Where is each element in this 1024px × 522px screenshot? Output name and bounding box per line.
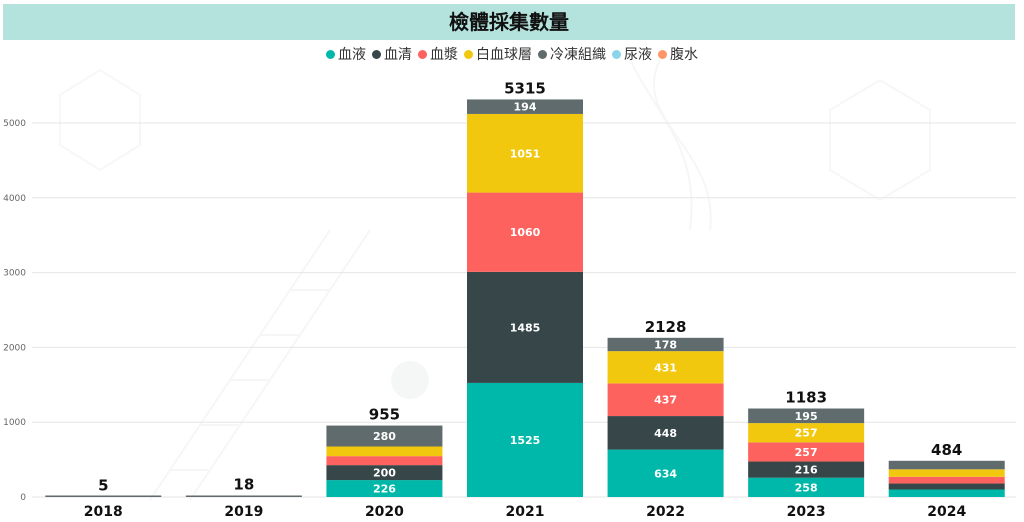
- legend-label: 血漿: [430, 47, 458, 63]
- chart-title: 檢體採集數量: [449, 10, 569, 34]
- bar-segment: [326, 425, 443, 447]
- bar-segment: [748, 442, 865, 462]
- bar-segment: [748, 408, 865, 424]
- total-label: 484: [931, 441, 962, 459]
- legend-item[interactable]: 血液: [326, 44, 366, 64]
- y-tick-label: 0: [20, 493, 26, 503]
- title-bar: 檢體採集數量: [3, 4, 1015, 40]
- legend-label: 血清: [384, 47, 412, 63]
- data-label: 216: [795, 464, 818, 477]
- bar-segment: [326, 480, 443, 497]
- legend-item[interactable]: 血漿: [418, 44, 458, 64]
- legend-label: 腹水: [670, 47, 698, 63]
- bar-segment: [467, 192, 583, 272]
- bar-segment: [607, 337, 724, 352]
- bar-segment: [326, 456, 443, 466]
- data-label: 194: [514, 101, 537, 114]
- x-tick-label: 2018: [84, 504, 123, 520]
- legend-swatch: [612, 50, 621, 59]
- bar-segment: [185, 495, 302, 497]
- legend-item[interactable]: 血清: [372, 44, 412, 64]
- data-label: 634: [654, 467, 677, 480]
- legend: 血液 血清 血漿 白血球層 冷凍組織 尿液 腹水: [0, 44, 1024, 64]
- bar-segment: [888, 476, 1005, 484]
- data-label: 1525: [510, 434, 541, 447]
- data-label: 200: [373, 467, 396, 480]
- bar-segment: [888, 469, 1005, 477]
- data-label: 226: [373, 483, 396, 496]
- legend-swatch: [326, 50, 335, 59]
- x-tick-label: 2023: [787, 504, 826, 520]
- data-label: 1485: [510, 321, 541, 334]
- legend-label: 冷凍組織: [550, 47, 606, 63]
- bar-segment: [326, 446, 443, 457]
- legend-item[interactable]: 白血球層: [464, 44, 532, 64]
- data-label: 437: [654, 394, 677, 407]
- legend-swatch: [658, 50, 667, 59]
- bar-segment: [748, 423, 865, 443]
- bar-segment: [467, 99, 583, 114]
- x-tick-label: 2022: [646, 504, 685, 520]
- data-label: 280: [373, 430, 396, 443]
- data-label: 257: [795, 427, 818, 440]
- data-label: 1051: [510, 147, 541, 160]
- bar-segment: [607, 351, 724, 384]
- bar-segment: [467, 113, 583, 193]
- data-label: 1060: [510, 226, 541, 239]
- data-label: 431: [654, 361, 677, 374]
- data-label: 178: [654, 338, 677, 351]
- data-label: 448: [654, 427, 677, 440]
- x-tick-label: 2024: [927, 504, 966, 520]
- total-label: 1183: [785, 389, 827, 407]
- bar-segment: [748, 477, 865, 497]
- legend-swatch: [418, 50, 427, 59]
- y-tick-label: 1000: [3, 418, 26, 428]
- bar-segment: [467, 271, 583, 383]
- total-label: 5315: [504, 79, 546, 97]
- total-label: 5: [98, 477, 108, 495]
- bar-segment: [888, 460, 1005, 470]
- legend-swatch: [464, 50, 473, 59]
- total-label: 2128: [645, 318, 687, 336]
- y-tick-label: 2000: [3, 343, 26, 353]
- legend-label: 白血球層: [476, 47, 532, 63]
- legend-item[interactable]: 尿液: [612, 44, 652, 64]
- bar-segment: [326, 465, 443, 481]
- legend-swatch: [538, 50, 547, 59]
- legend-label: 血液: [338, 47, 366, 63]
- x-tick-label: 2021: [506, 504, 545, 520]
- data-label: 195: [795, 410, 818, 423]
- y-tick-label: 5000: [3, 119, 26, 129]
- x-tick-label: 2019: [224, 504, 263, 520]
- y-tick-label: 3000: [3, 269, 26, 279]
- bar-segment: [607, 449, 724, 497]
- bar-segment: [607, 383, 724, 417]
- legend-swatch: [372, 50, 381, 59]
- legend-item[interactable]: 冷凍組織: [538, 44, 606, 64]
- total-label: 955: [369, 406, 400, 424]
- legend-label: 尿液: [624, 47, 652, 63]
- bar-segment: [607, 416, 724, 450]
- bar-segment: [888, 489, 1005, 497]
- bar-segment: [748, 461, 865, 478]
- x-tick-label: 2020: [365, 504, 404, 520]
- bar-segment: [45, 495, 162, 497]
- data-label: 258: [795, 481, 818, 494]
- y-tick-label: 4000: [3, 194, 26, 204]
- bar-segment: [888, 483, 1005, 490]
- legend-item[interactable]: 腹水: [658, 44, 698, 64]
- total-label: 18: [233, 476, 254, 494]
- data-label: 257: [795, 446, 818, 459]
- bar-segment: [467, 382, 583, 497]
